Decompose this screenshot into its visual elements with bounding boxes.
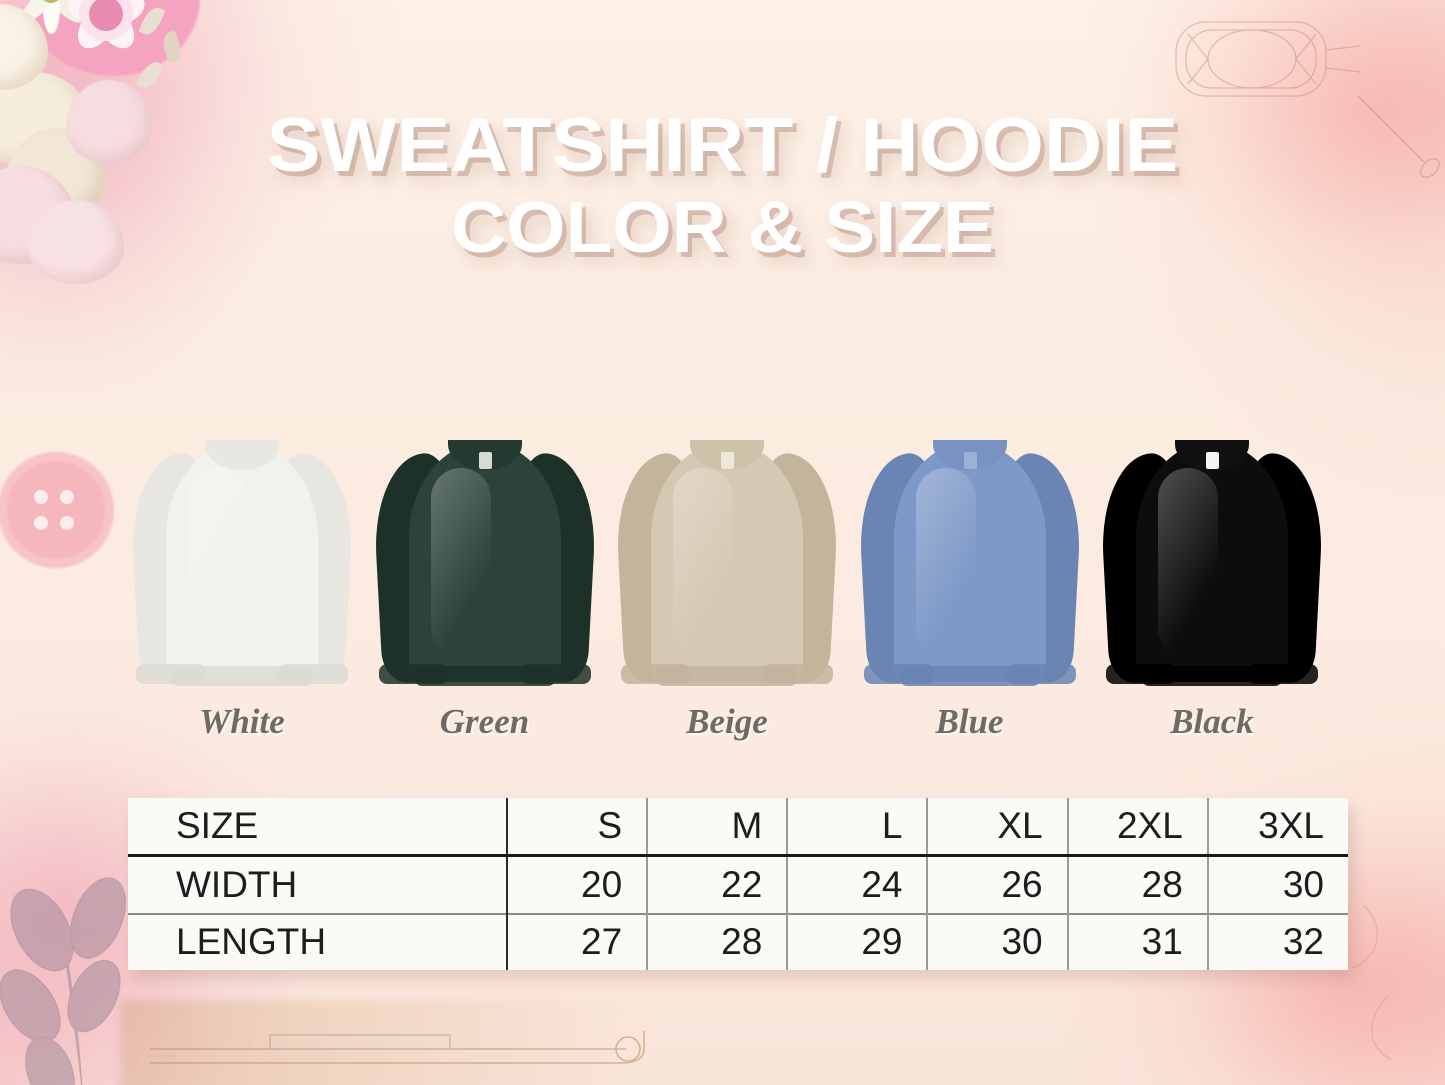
width-xl: 26	[926, 855, 1068, 914]
sweatshirt-blue-illustration	[855, 428, 1084, 690]
cream-bloom-3	[0, 4, 48, 90]
length-s: 27	[505, 913, 648, 970]
header-cell-xl: XL	[926, 798, 1068, 856]
row-label-length: LENGTH	[176, 921, 327, 963]
neck-tag-icon	[1206, 452, 1219, 469]
ruler-lineart-icon	[150, 1031, 645, 1064]
color-label-blue: Blue	[935, 702, 1004, 741]
header-cell-size: SIZE	[176, 804, 259, 846]
size-table-card: SIZE S M L XL 2XL 3XL WIDTH 20 22 24 26 …	[128, 798, 1348, 970]
sprig-icon	[126, 4, 206, 114]
cherry-blossom-icon	[42, 0, 170, 74]
length-m: 28	[646, 913, 788, 970]
header-cell-2xl: 2XL	[1066, 798, 1208, 856]
table-row-width: WIDTH 20 22 24 26 28 30	[128, 855, 1348, 914]
color-label-beige: Beige	[686, 702, 768, 741]
color-label-green: Green	[439, 702, 530, 741]
width-s: 20	[505, 855, 648, 914]
color-swatch-row: White Green	[128, 412, 1326, 742]
sweatshirt-white-illustration	[128, 428, 356, 690]
width-l: 24	[786, 855, 928, 914]
sweatshirt-black-illustration	[1098, 428, 1326, 690]
width-m: 22	[646, 855, 788, 914]
length-2xl: 31	[1066, 913, 1208, 970]
length-3xl: 32	[1206, 913, 1348, 970]
length-xl: 30	[926, 913, 1068, 970]
length-l: 29	[786, 913, 928, 970]
sweatshirt-green-illustration	[370, 428, 599, 690]
daisy-flower-icon	[0, 0, 106, 42]
color-label-white: White	[199, 702, 285, 741]
color-label-black: Black	[1170, 702, 1254, 741]
row-label-width: WIDTH	[176, 863, 298, 905]
title-line-2: COLOR & SIZE	[451, 188, 994, 268]
color-item-green[interactable]: Green	[370, 428, 599, 742]
gold-ruler-lineart	[120, 1000, 740, 1085]
neck-tag-icon	[478, 452, 492, 469]
width-2xl: 28	[1066, 855, 1208, 914]
header-cell-l: L	[786, 798, 928, 856]
table-row-length: LENGTH 27 28 29 30 31 32	[128, 913, 1348, 970]
width-3xl: 30	[1206, 855, 1348, 914]
header-cell-3xl: 3XL	[1206, 798, 1348, 856]
title-line-1: SWEATSHIRT / HOODIE	[266, 103, 1179, 188]
table-header-row: SIZE S M L XL 2XL 3XL	[128, 798, 1348, 856]
color-item-black[interactable]: Black	[1098, 428, 1326, 742]
header-cell-s: S	[505, 798, 648, 856]
neck-tag-icon	[963, 452, 977, 469]
size-table: SIZE S M L XL 2XL 3XL WIDTH 20 22 24 26 …	[128, 798, 1348, 970]
sweatshirt-beige-illustration	[613, 428, 841, 690]
page-title: SWEATSHIRT / HOODIE COLOR & SIZE	[0, 103, 1445, 269]
header-cell-m: M	[646, 798, 788, 856]
pink-button-icon	[0, 452, 118, 572]
neck-tag-icon	[721, 452, 734, 469]
color-item-beige[interactable]: Beige	[613, 428, 841, 742]
color-item-white[interactable]: White	[128, 428, 356, 742]
color-item-blue[interactable]: Blue	[855, 428, 1084, 742]
